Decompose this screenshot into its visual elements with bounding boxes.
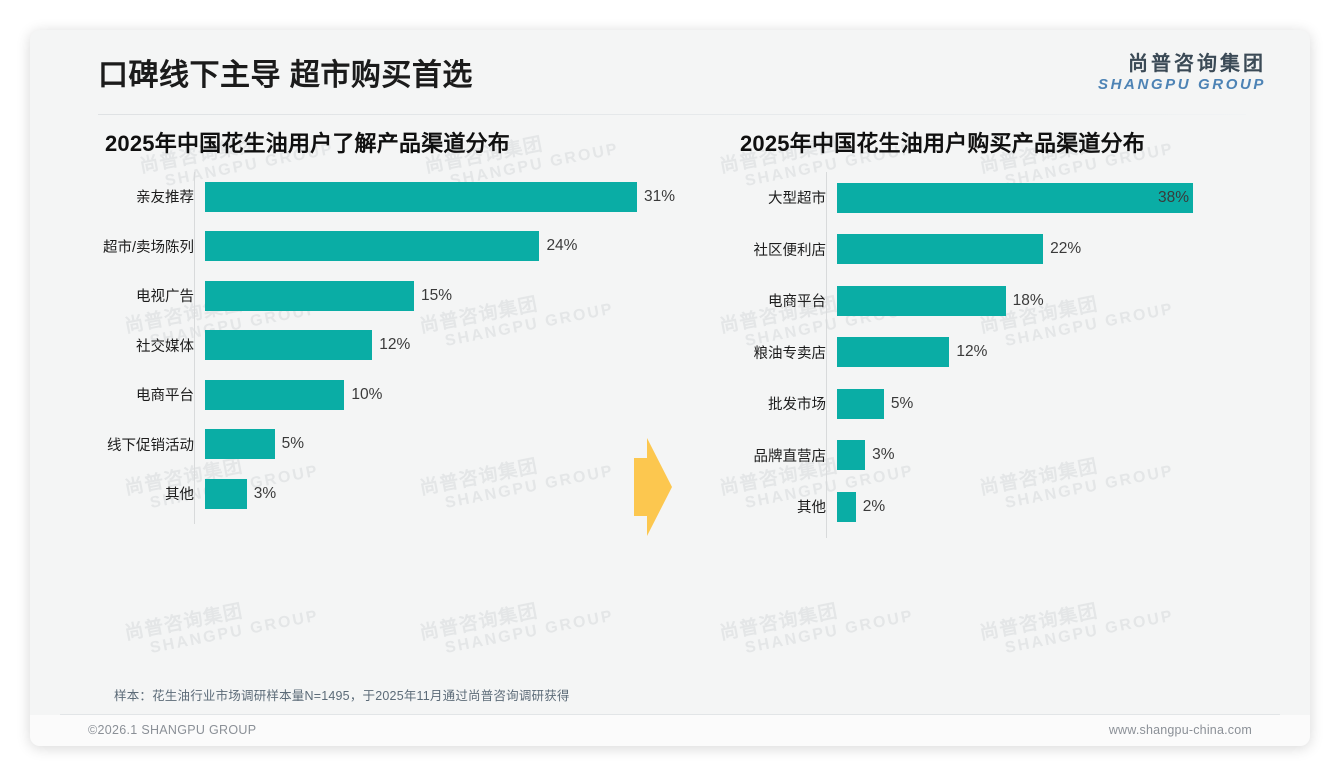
logo-english-text: SHANGPU GROUP (1098, 76, 1266, 93)
bar-segment (837, 234, 1044, 265)
bar-value-label: 22% (1050, 240, 1082, 258)
bar-category-label: 其他 (797, 500, 826, 517)
bar-category-label: 亲友推荐 (136, 190, 194, 207)
chart-panel-purchase: 2025年中国花生油用户购买产品渠道分布 大型超市 38% 社区便利店 22% 电商平台… (730, 126, 1270, 538)
bar-chart-awareness: 亲友推荐 31% 超市/卖场陈列 24% 电视广告 15% 社交媒体 12% 电商平台 10% 线下… (98, 172, 698, 524)
chart-bar-row: 电视广告 15% (98, 271, 698, 321)
bar-value-label: 38% (1158, 188, 1190, 206)
bar-track: 5% (837, 388, 1270, 419)
bar-segment (837, 491, 856, 522)
bar-segment (837, 440, 866, 471)
footer-divider (60, 714, 1280, 715)
bar-value-label: 3% (253, 484, 277, 502)
bar-track: 18% (837, 285, 1270, 316)
bar-track: 38% (837, 182, 1270, 213)
bar-category-label: 超市/卖场陈列 (102, 239, 194, 256)
charts-container: 2025年中国花生油用户了解产品渠道分布 亲友推荐 31% 超市/卖场陈列 24% 电视… (30, 126, 1310, 646)
chart-bar-row: 其他 3% (98, 469, 698, 519)
bar-segment (837, 285, 1006, 316)
bar-segment (205, 379, 345, 410)
bar-value-label: 5% (281, 435, 305, 453)
brand-logo: 尚普咨询集团 SHANGPU GROUP (1098, 52, 1266, 95)
right-arrow-icon (634, 438, 674, 536)
chart-bar-row: 品牌直营店 3% (730, 430, 1270, 482)
chart-bar-row: 电商平台 18% (730, 275, 1270, 327)
bar-track: 3% (205, 478, 698, 509)
slide-footer: ©2026.1 SHANGPU GROUP www.shangpu-china.… (30, 715, 1310, 746)
chart-bar-row: 粮油专卖店 12% (730, 327, 1270, 379)
chart-bar-row: 大型超市 38% (730, 172, 1270, 224)
chart-panel-awareness: 2025年中国花生油用户了解产品渠道分布 亲友推荐 31% 超市/卖场陈列 24% 电视… (98, 126, 698, 524)
chart-bar-row: 社交媒体 12% (98, 321, 698, 371)
bar-value-label: 18% (1012, 291, 1044, 309)
bar-category-label: 批发市场 (768, 397, 826, 414)
bar-category-label: 电视广告 (136, 289, 194, 306)
chart-bar-row: 线下促销活动 5% (98, 420, 698, 470)
chart-bar-row: 批发市场 5% (730, 378, 1270, 430)
bar-category-label: 大型超市 (768, 191, 826, 208)
bar-value-label: 2% (862, 497, 886, 515)
bar-track: 15% (205, 280, 698, 311)
logo-chinese-text: 尚普咨询集团 (1128, 53, 1266, 75)
bar-value-label: 12% (956, 343, 988, 361)
bar-segment (837, 182, 1193, 213)
chart-bar-row: 社区便利店 22% (730, 224, 1270, 276)
bar-track: 31% (205, 181, 698, 212)
bar-segment (205, 231, 540, 262)
bar-category-label: 粮油专卖店 (753, 345, 827, 362)
bar-segment (837, 337, 950, 368)
bar-category-label: 品牌直营店 (753, 448, 827, 465)
bar-track: 12% (837, 337, 1270, 368)
slide-header: 口碑线下主导 超市购买首选 尚普咨询集团 SHANGPU GROUP (30, 30, 1310, 110)
bar-segment (205, 429, 275, 460)
copyright-text: ©2026.1 SHANGPU GROUP (88, 723, 257, 737)
bar-category-label: 电商平台 (136, 388, 194, 405)
bar-track: 24% (205, 231, 698, 262)
bar-value-label: 31% (644, 187, 676, 205)
bar-value-label: 12% (379, 336, 411, 354)
page-title: 口碑线下主导 超市购买首选 (98, 59, 473, 92)
bar-category-label: 线下促销活动 (107, 437, 194, 454)
bar-track: 2% (837, 491, 1270, 522)
slide-card: 尚普咨询集团 SHANGPU GROUP 尚普咨询集团 SHANGPU GROUP 尚普… (30, 30, 1310, 746)
bar-track: 22% (837, 234, 1270, 265)
bar-chart-purchase: 大型超市 38% 社区便利店 22% 电商平台 18% 粮油专卖店 12% 批发市场 5% 品牌直营… (730, 172, 1270, 538)
chart-title-awareness: 2025年中国花生油用户了解产品渠道分布 (105, 131, 510, 156)
bar-value-label: 24% (546, 237, 578, 255)
bar-value-label: 15% (421, 286, 453, 304)
bar-segment (205, 478, 247, 509)
chart-axis-line (826, 172, 827, 538)
bar-value-label: 3% (872, 446, 895, 464)
chart-bar-row: 其他 2% (730, 481, 1270, 533)
bar-category-label: 社交媒体 (136, 338, 194, 355)
website-text[interactable]: www.shangpu-china.com (1108, 723, 1252, 737)
bar-track: 5% (205, 429, 698, 460)
bar-track: 10% (205, 379, 698, 410)
bar-category-label: 社区便利店 (753, 242, 827, 259)
bar-segment (205, 181, 637, 212)
header-divider (98, 114, 1246, 115)
bar-segment (205, 280, 415, 311)
chart-bar-row: 超市/卖场陈列 24% (98, 222, 698, 272)
bar-track: 3% (837, 440, 1270, 471)
bar-value-label: 5% (890, 394, 914, 412)
chart-axis-line (194, 172, 195, 524)
chart-bar-row: 亲友推荐 31% (98, 172, 698, 222)
bar-segment (205, 330, 373, 361)
bar-value-label: 10% (351, 385, 383, 403)
bar-segment (837, 388, 884, 419)
chart-bar-row: 电商平台 10% (98, 370, 698, 420)
bar-category-label: 其他 (165, 487, 194, 504)
bar-track: 12% (205, 330, 698, 361)
chart-title-purchase: 2025年中国花生油用户购买产品渠道分布 (740, 131, 1145, 156)
sample-footnote: 样本：花生油行业市场调研样本量N=1495，于2025年11月通过尚普咨询调研获… (114, 689, 570, 703)
bar-category-label: 电商平台 (768, 294, 826, 311)
